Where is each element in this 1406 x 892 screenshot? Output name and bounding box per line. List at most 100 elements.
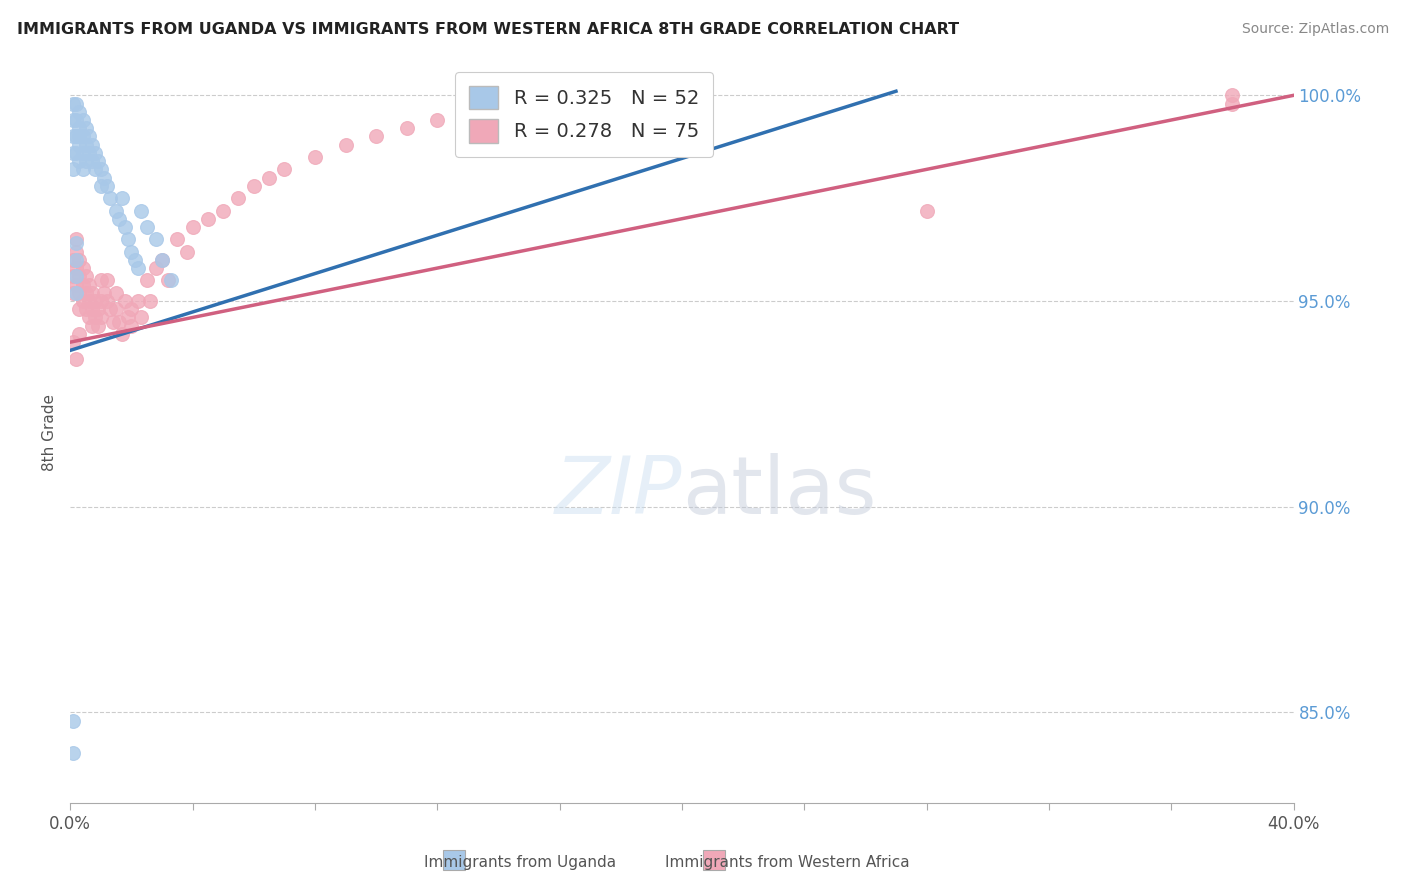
Point xyxy=(166,232,188,246)
Point xyxy=(93,285,115,300)
Point xyxy=(87,154,110,169)
Bar xyxy=(703,850,725,870)
Point xyxy=(80,154,103,169)
Point xyxy=(1220,96,1243,111)
Point xyxy=(83,310,105,325)
Point xyxy=(62,714,84,728)
Point xyxy=(75,302,97,317)
Point xyxy=(72,129,94,144)
Point xyxy=(90,310,112,325)
Point xyxy=(915,203,938,218)
Point xyxy=(69,326,91,341)
Point xyxy=(228,191,250,205)
Point xyxy=(83,162,105,177)
Point xyxy=(72,277,94,292)
Point xyxy=(69,121,91,136)
Point xyxy=(304,150,326,164)
Point xyxy=(65,244,87,259)
Point xyxy=(93,170,115,185)
Point xyxy=(101,314,124,328)
Point xyxy=(111,326,134,341)
Point xyxy=(114,293,136,308)
Legend: R = 0.325   N = 52, R = 0.278   N = 75: R = 0.325 N = 52, R = 0.278 N = 75 xyxy=(456,72,713,157)
Point xyxy=(488,96,510,111)
Point xyxy=(212,203,235,218)
Point xyxy=(72,261,94,276)
Text: Immigrants from Western Africa: Immigrants from Western Africa xyxy=(665,855,910,870)
Point xyxy=(80,318,103,333)
Point xyxy=(150,252,173,267)
Point xyxy=(129,203,152,218)
Point xyxy=(62,269,84,284)
Point xyxy=(108,211,131,226)
Point xyxy=(114,219,136,234)
Point xyxy=(105,203,128,218)
Point xyxy=(139,293,162,308)
Point xyxy=(96,178,118,193)
Point xyxy=(65,113,87,128)
Point xyxy=(1220,88,1243,103)
Point xyxy=(62,747,84,761)
Point xyxy=(80,302,103,317)
Point xyxy=(65,252,87,267)
Point xyxy=(145,232,167,246)
Point xyxy=(90,178,112,193)
Point xyxy=(176,244,198,259)
Point xyxy=(75,137,97,152)
Point xyxy=(83,293,105,308)
Point xyxy=(69,129,91,144)
Point xyxy=(62,129,84,144)
Point xyxy=(65,351,87,366)
Point xyxy=(69,252,91,267)
Point xyxy=(90,162,112,177)
Point xyxy=(160,273,183,287)
Point xyxy=(121,244,143,259)
Text: IMMIGRANTS FROM UGANDA VS IMMIGRANTS FROM WESTERN AFRICA 8TH GRADE CORRELATION C: IMMIGRANTS FROM UGANDA VS IMMIGRANTS FRO… xyxy=(17,22,959,37)
Point xyxy=(108,314,131,328)
Point xyxy=(80,137,103,152)
Text: Source: ZipAtlas.com: Source: ZipAtlas.com xyxy=(1241,22,1389,37)
Point xyxy=(129,310,152,325)
Point xyxy=(77,293,100,308)
Point xyxy=(65,261,87,276)
Point xyxy=(671,96,693,111)
Point xyxy=(90,273,112,287)
Point xyxy=(62,96,84,111)
Point xyxy=(69,285,91,300)
Point xyxy=(65,145,87,160)
Point xyxy=(157,273,180,287)
Point xyxy=(273,162,295,177)
Point xyxy=(181,219,204,234)
Bar xyxy=(443,850,465,870)
Point xyxy=(457,104,479,119)
Point xyxy=(62,113,84,128)
Point xyxy=(69,137,91,152)
Point xyxy=(80,285,103,300)
Point xyxy=(77,277,100,292)
Point xyxy=(111,191,134,205)
Point xyxy=(150,252,173,267)
Point xyxy=(65,269,87,284)
Point xyxy=(62,335,84,350)
Point xyxy=(127,261,149,276)
Point xyxy=(127,293,149,308)
Point xyxy=(610,88,633,103)
Point xyxy=(62,252,84,267)
Point xyxy=(197,211,219,226)
Point xyxy=(98,191,121,205)
Point xyxy=(65,236,87,251)
Text: ZIP: ZIP xyxy=(554,453,682,531)
Point xyxy=(69,104,91,119)
Point xyxy=(65,285,87,300)
Point xyxy=(75,269,97,284)
Point xyxy=(62,162,84,177)
Point xyxy=(335,137,357,152)
Point xyxy=(124,252,146,267)
Point xyxy=(145,261,167,276)
Text: Immigrants from Uganda: Immigrants from Uganda xyxy=(425,855,616,870)
Point xyxy=(105,302,128,317)
Point xyxy=(243,178,266,193)
Point xyxy=(77,129,100,144)
Point xyxy=(135,273,157,287)
Point xyxy=(135,219,157,234)
